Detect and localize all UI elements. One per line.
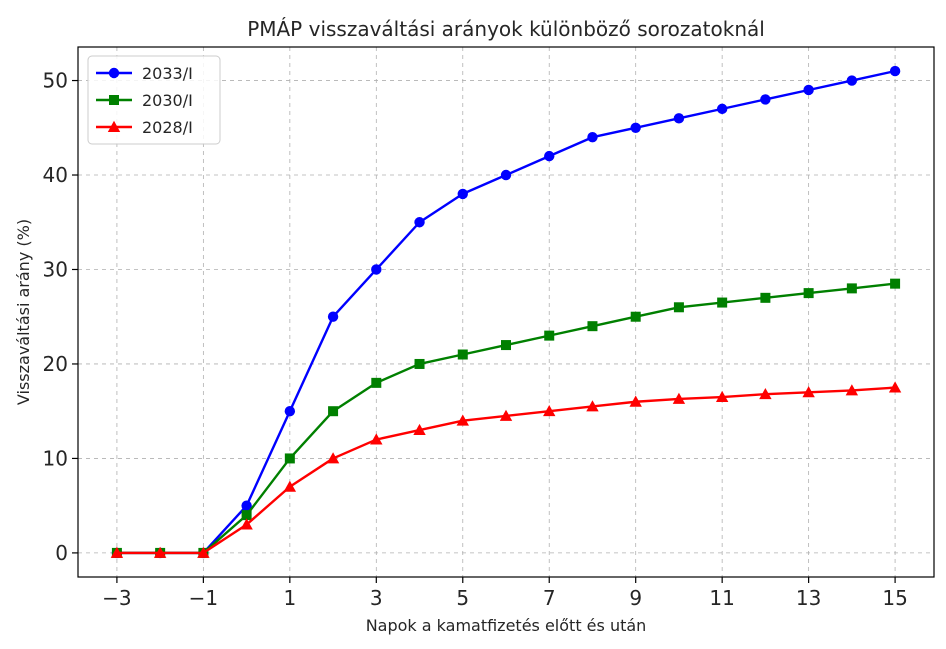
data-point bbox=[587, 321, 598, 332]
y-tick-label: 0 bbox=[55, 541, 68, 565]
data-point bbox=[197, 546, 210, 558]
grid bbox=[78, 47, 934, 577]
data-point bbox=[153, 546, 167, 558]
data-point bbox=[501, 340, 511, 351]
x-tick-label: 1 bbox=[283, 586, 296, 610]
data-point bbox=[500, 169, 512, 181]
data-point bbox=[414, 358, 425, 369]
y-tick-label: 50 bbox=[43, 69, 68, 93]
data-point bbox=[760, 94, 771, 105]
y-tick-label: 10 bbox=[43, 446, 68, 470]
data-point bbox=[371, 377, 382, 388]
x-tick-label: 5 bbox=[456, 586, 469, 610]
data-point bbox=[630, 311, 641, 322]
x-axis-label: Napok a kamatfizetés előtt és után bbox=[366, 616, 647, 635]
x-tick-label: −3 bbox=[102, 586, 131, 610]
x-tick-label: 13 bbox=[796, 586, 821, 610]
legend-box bbox=[87, 55, 221, 145]
data-point bbox=[326, 452, 340, 464]
data-point bbox=[846, 75, 858, 86]
data-point bbox=[283, 480, 297, 492]
data-point bbox=[457, 349, 468, 360]
data-point bbox=[629, 395, 642, 407]
data-point bbox=[673, 113, 685, 124]
series-0 bbox=[111, 65, 901, 559]
legend: 2033/I 2030/I 2028/I bbox=[87, 55, 221, 145]
data-point bbox=[586, 400, 599, 412]
data-point bbox=[888, 381, 902, 393]
data-point bbox=[110, 546, 124, 558]
data-point bbox=[241, 510, 252, 521]
legend-marker bbox=[108, 67, 120, 79]
legend-label: 2030/I bbox=[142, 91, 193, 110]
data-point bbox=[414, 217, 425, 228]
data-point bbox=[846, 283, 857, 294]
data-point bbox=[630, 122, 641, 133]
data-point bbox=[802, 386, 815, 398]
data-point bbox=[845, 384, 859, 396]
data-point bbox=[759, 387, 772, 400]
data-point bbox=[803, 84, 814, 96]
y-tick-label: 20 bbox=[43, 352, 68, 376]
x-tick-label: 15 bbox=[882, 586, 907, 610]
series-group bbox=[110, 65, 902, 559]
data-point bbox=[715, 390, 729, 402]
data-point bbox=[327, 311, 339, 322]
series-line bbox=[116, 69, 896, 555]
x-tick-label: 9 bbox=[629, 586, 642, 610]
data-point bbox=[890, 278, 901, 289]
y-axis-label: Visszaváltási arány (%) bbox=[14, 219, 33, 405]
data-point bbox=[673, 302, 684, 313]
data-point bbox=[284, 405, 296, 417]
data-point bbox=[241, 500, 252, 511]
x-tick-label: −1 bbox=[189, 586, 218, 610]
plot-frame bbox=[77, 46, 935, 578]
series-2 bbox=[110, 381, 902, 558]
chart-title: PMÁP visszaváltási arányok különböző sor… bbox=[247, 17, 765, 41]
data-point bbox=[456, 414, 469, 426]
y-tick-label: 30 bbox=[43, 257, 68, 281]
data-point bbox=[716, 103, 728, 115]
data-point bbox=[803, 288, 814, 299]
data-point bbox=[717, 297, 728, 308]
x-tick-label: 7 bbox=[543, 586, 556, 610]
data-point bbox=[672, 392, 686, 404]
legend-label: 2033/I bbox=[142, 64, 193, 83]
data-point bbox=[544, 330, 555, 341]
data-point bbox=[889, 65, 901, 77]
data-point bbox=[370, 433, 383, 445]
data-point bbox=[371, 264, 382, 275]
legend-marker bbox=[109, 95, 119, 105]
data-point bbox=[328, 406, 339, 417]
data-point bbox=[760, 292, 771, 303]
y-tick-label: 40 bbox=[43, 163, 68, 187]
data-point bbox=[413, 423, 426, 436]
legend-label: 2028/I bbox=[142, 118, 193, 137]
data-point bbox=[499, 409, 513, 421]
data-point bbox=[544, 150, 555, 162]
x-tick-label: 11 bbox=[709, 586, 734, 610]
data-point bbox=[240, 518, 253, 530]
data-point bbox=[587, 132, 598, 143]
data-point bbox=[457, 188, 468, 200]
data-point bbox=[543, 404, 556, 417]
legend-marker bbox=[107, 120, 121, 132]
data-point bbox=[284, 453, 295, 464]
x-tick-label: 3 bbox=[370, 586, 383, 610]
